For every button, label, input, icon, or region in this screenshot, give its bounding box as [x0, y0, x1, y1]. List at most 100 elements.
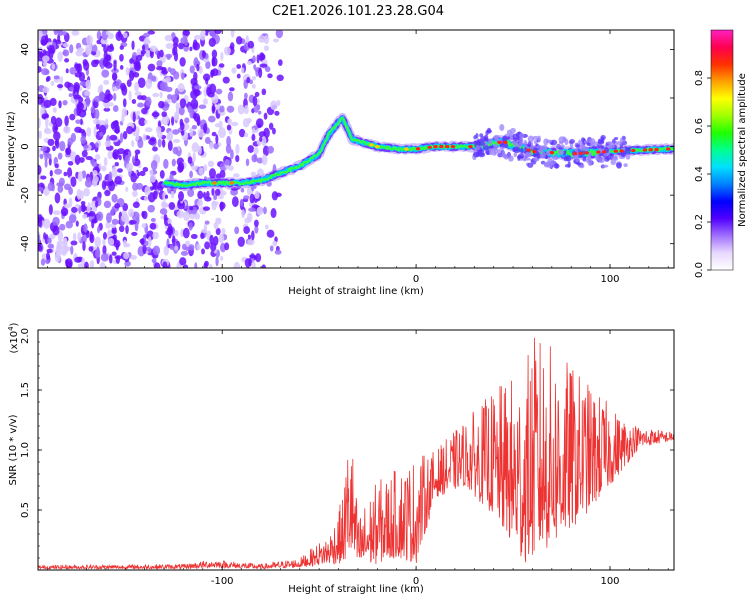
spectrogram-ridge-spread: [472, 151, 480, 158]
spectrogram-panel: -100 0 100 -40 -20 0 20 40 Height of straight l…: [6, 29, 675, 297]
spectrogram-noise-cell: [202, 206, 211, 211]
spectrogram-noise-cell: [209, 234, 214, 245]
spectrogram-noise-cell: [214, 188, 221, 196]
spectrogram-noise-cell: [227, 91, 234, 102]
spectrogram-noise-cell: [49, 97, 57, 106]
spectrogram-noise-cell: [261, 264, 266, 268]
spectrogram-ridge-spread: [578, 139, 582, 146]
spectrogram-ridge-spread: [541, 144, 548, 151]
spectrogram-ridge-spread: [486, 127, 492, 134]
spectrogram-noise-cell: [242, 118, 250, 128]
spectrogram-noise-cell: [105, 30, 110, 36]
spectrogram-noise-cell: [107, 229, 112, 236]
spectrogram-ridge-spread: [537, 135, 541, 143]
spectrogram-noise-cell: [276, 74, 284, 82]
spectrogram-noise-cell: [253, 146, 259, 155]
spectrogram-noise-cell: [125, 243, 131, 248]
spectrogram-noise-cell: [196, 243, 201, 251]
spectrogram-noise-cell: [129, 219, 137, 225]
spectrogram-noise-cell: [105, 212, 112, 224]
spectrogram-noise-cell: [136, 172, 141, 177]
spectrogram-noise-cell: [138, 117, 146, 127]
spectrogram-ridge-spread: [563, 158, 570, 162]
spectrogram-noise-cell: [170, 190, 175, 199]
spectrogram-noise-cell: [179, 57, 186, 67]
spectrogram-ridge-spread: [613, 155, 618, 160]
spectrogram-ridge-spread: [499, 123, 505, 131]
spectrogram-noise-cell: [179, 98, 187, 109]
spectrogram-noise-cell: [252, 127, 256, 136]
spectrogram-noise-cell: [59, 140, 66, 152]
spectrogram-noise-cell: [142, 133, 147, 142]
spectrogram-noise-cell: [198, 167, 204, 175]
spectrogram-noise-cell: [63, 203, 72, 209]
spectrogram-noise-cell: [94, 236, 102, 248]
spectrogram-noise-cell: [223, 46, 231, 56]
spectrogram-ridge-spread: [613, 136, 619, 141]
chart-title: C2E1.2026.101.23.28.G04: [272, 4, 444, 19]
spectrogram-noise-cell: [111, 72, 118, 81]
spectrogram-noise-cell: [184, 117, 190, 124]
spectrogram-noise-cell: [145, 78, 153, 89]
spectrogram-noise-cell: [93, 126, 97, 137]
spectrogram-noise-cell: [208, 37, 216, 48]
spectrogram-noise-cell: [211, 104, 216, 114]
spectrogram-noise-cell: [238, 128, 246, 138]
spectrogram-noise-cell: [164, 34, 173, 42]
spectrogram-noise-cell: [40, 258, 46, 266]
spectrogram-hotspot: [229, 181, 235, 185]
spectrogram-noise-cell: [215, 217, 222, 222]
spectrogram-noise-cell: [272, 240, 278, 247]
spectrogram-noise-cell: [142, 244, 147, 255]
spectrogram-noise-cell: [196, 63, 200, 72]
spectrogram-noise-cell: [83, 144, 89, 149]
spectrogram-noise-cell: [240, 187, 245, 193]
spectrogram-noise-cell: [85, 79, 92, 90]
spectrogram-ridge-spread: [510, 127, 516, 134]
spectrogram-noise-cell: [171, 158, 176, 167]
spectrogram-noise-cell: [258, 67, 263, 78]
spectrogram-noise-cell: [108, 254, 113, 264]
spectrogram-noise-cell: [254, 224, 259, 234]
spectrogram-noise-cell: [136, 182, 144, 190]
spectrogram-ridge-spread: [597, 138, 603, 145]
spectrogram-noise-cell: [161, 200, 167, 209]
spectrogram-hotspot: [642, 148, 648, 152]
spectrogram-noise-cell: [69, 113, 76, 121]
spectrogram-noise-cell: [254, 190, 260, 200]
spectrogram-noise-cell: [257, 110, 262, 115]
spectrogram-noise-cell: [189, 65, 195, 74]
spectrogram-noise-cell: [128, 90, 132, 101]
spectrogram-noise-cell: [118, 154, 122, 161]
spectrogram-noise-cell: [92, 44, 98, 53]
spectrogram-noise-cell: [164, 194, 169, 199]
spectrogram-noise-cell: [81, 204, 86, 212]
spectrogram-noise-cell: [137, 102, 145, 108]
spectrogram-noise-cell: [71, 30, 80, 36]
spectrogram-noise-cell: [160, 125, 165, 133]
spectrogram-noise-cell: [152, 190, 158, 200]
spectrogram-noise-cell: [69, 151, 77, 162]
spectrogram-noise-cell: [134, 91, 142, 96]
spectrogram-noise-cell: [45, 117, 49, 128]
spectrogram-noise-cell: [69, 67, 77, 75]
spectrogram-noise-cell: [65, 220, 74, 229]
spectrogram-y-tick-label: 0: [20, 143, 31, 149]
spectrogram-noise-cell: [269, 245, 274, 252]
spectrogram-ridge-spread: [518, 137, 524, 145]
spectrogram-noise-cell: [168, 202, 176, 210]
spectrogram-noise-cell: [82, 241, 86, 252]
spectrogram-ridge-spread: [488, 148, 493, 156]
spectrogram-noise-cell: [272, 38, 280, 43]
spectrogram-noise-cell: [53, 131, 61, 141]
spectrogram-noise-cell: [103, 79, 110, 85]
spectrogram-noise-cell: [187, 105, 193, 113]
spectrogram-noise-cell: [84, 261, 89, 268]
spectrogram-noise-cell: [183, 211, 190, 222]
spectrogram-noise-cell: [121, 113, 125, 123]
snr-trace-line: [38, 337, 674, 570]
spectrogram-noise-cell: [111, 193, 118, 203]
spectrogram-noise-cell: [67, 167, 73, 179]
spectrogram-noise-cell: [43, 128, 52, 135]
spectrogram-noise-cell: [104, 102, 108, 107]
